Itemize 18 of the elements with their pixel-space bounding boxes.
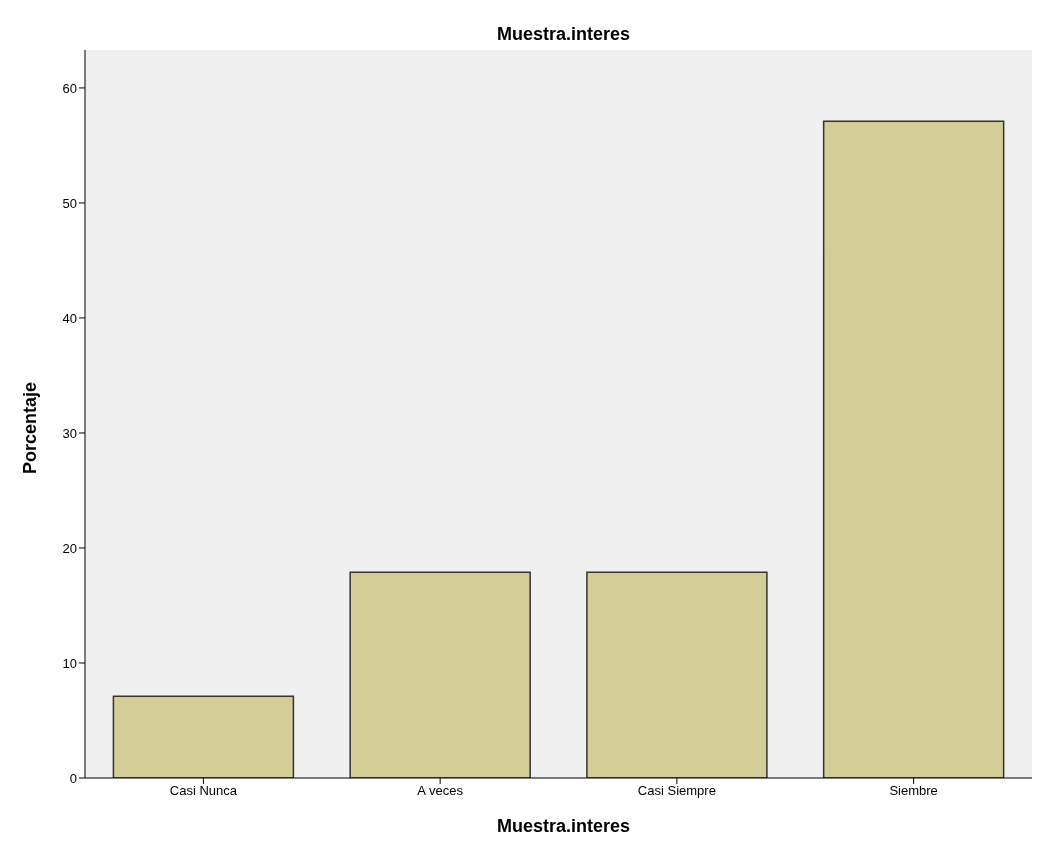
- x-tick-label: Casi Nunca: [169, 783, 238, 799]
- y-tick-label: 50: [62, 195, 77, 211]
- bar: [586, 571, 768, 778]
- y-tick-label: 60: [62, 80, 77, 96]
- x-tick-label: Siembre: [889, 783, 938, 799]
- x-tick-label: Casi Siempre: [637, 783, 716, 799]
- y-tick-label: 20: [62, 540, 77, 556]
- y-axis-title: Porcentaje: [19, 381, 41, 475]
- y-tick-label: 30: [62, 425, 77, 441]
- y-tick-label: 0: [69, 770, 77, 786]
- bar: [822, 120, 1005, 778]
- y-tick-label: 40: [62, 310, 77, 326]
- y-tick-label: 10: [62, 655, 77, 671]
- bar: [112, 695, 295, 778]
- x-tick-label: A veces: [417, 783, 464, 799]
- x-axis-title: Muestra.interes: [495, 816, 632, 837]
- bar: [349, 571, 531, 778]
- chart-title: Muestra.interes: [495, 24, 632, 45]
